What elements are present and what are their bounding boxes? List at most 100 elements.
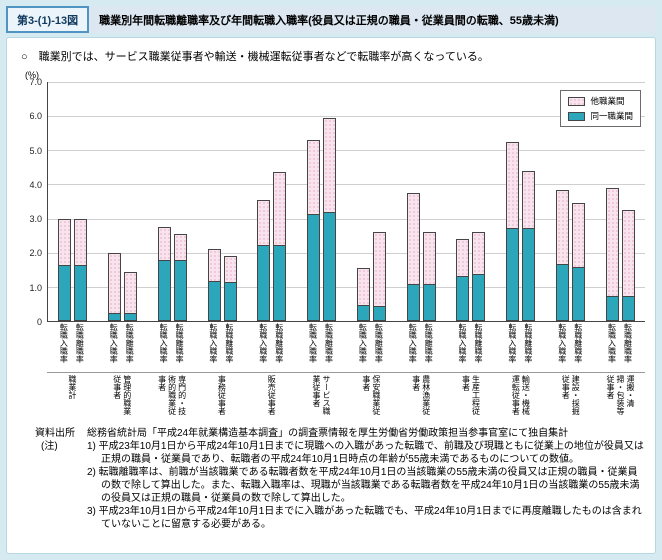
bar-axis-label: 転職入職率 — [159, 323, 169, 363]
bar-segment-other-occupation — [207, 249, 221, 282]
bar-group — [48, 82, 98, 321]
gridline — [48, 150, 645, 152]
stacked-bar — [456, 82, 470, 321]
y-tick-label: 1.0 — [29, 282, 42, 293]
legend-label: 他職業間 — [590, 96, 625, 106]
stacked-bar — [356, 82, 370, 321]
bar-axis-label: 転職入職率 — [109, 323, 119, 363]
stacked-bar — [372, 82, 386, 321]
y-tick-label: 0 — [36, 317, 42, 327]
category-label: 保安職業従事者 — [361, 375, 381, 415]
category-cell: 職業計 — [47, 375, 97, 422]
bar-segment-same-occupation — [74, 266, 88, 321]
category-cell: 建設・採掘従事者 — [545, 375, 595, 422]
plot-row: 7.0 6.0 5.0 4.0 3.0 2.0 1.0 0 他職業間 同一職業間 — [17, 77, 645, 327]
bar-segment-other-occupation — [555, 189, 569, 265]
legend-item: 他職業間 — [568, 95, 633, 107]
bar-axis-label: 転職離職率 — [274, 323, 284, 363]
bar-segment-same-occupation — [605, 297, 619, 321]
bar-group — [496, 82, 546, 321]
bar-segment-same-occupation — [456, 276, 470, 321]
bar-segment-other-occupation — [406, 192, 420, 286]
stacked-bar — [307, 82, 321, 321]
figure-header: 第3-(1)-13図 職業別年間転職離職率及び年間転職入職率(役員又は正規の職員… — [6, 6, 656, 33]
bar-axis-label: 転職離職率 — [125, 323, 135, 363]
bar-axis-label: 転職入職率 — [258, 323, 268, 363]
bar-segment-other-occupation — [506, 141, 520, 229]
bar-label-group: 転職入職率 転職離職率 — [545, 323, 595, 372]
bar-label-group: 転職入職率 転職離職率 — [196, 323, 246, 372]
bar-group — [446, 82, 496, 321]
chart-legend: 他職業間 同一職業間 — [560, 90, 641, 127]
bar-axis-label: 転職離職率 — [623, 323, 633, 363]
bar-axis-label: 転職入職率 — [208, 323, 218, 363]
note-label: (注) — [41, 441, 58, 452]
bar-label-group: 転職入職率 転職離職率 — [246, 323, 296, 372]
category-label: 専門的・技術的職業従事者 — [157, 375, 187, 415]
y-tick-label: 7.0 — [29, 77, 42, 87]
note-item: 3) 平成23年10月1日から平成24年10月1日までに入職があった転職でも、平… — [87, 506, 642, 530]
stacked-bar — [522, 82, 536, 321]
bar-segment-other-occupation — [74, 218, 88, 267]
bar-axis-label: 転職離職率 — [474, 323, 484, 363]
gridline — [48, 184, 645, 186]
bar-segment-other-occupation — [323, 117, 337, 214]
stacked-bar — [472, 82, 486, 321]
bar-label-group: 転職入職率 転職離職率 — [396, 323, 446, 372]
bar-segment-other-occupation — [307, 140, 321, 216]
y-tick-label: 3.0 — [29, 214, 42, 225]
bar-segment-other-occupation — [157, 227, 171, 262]
figure-number: 第3-(1)-13図 — [6, 6, 90, 33]
category-cell: 管理的職業従事者 — [97, 375, 147, 422]
category-cell: 生産工程従事者 — [446, 375, 496, 422]
bar-segment-same-occupation — [157, 261, 171, 321]
stacked-bar — [555, 82, 569, 321]
bar-segment-other-occupation — [621, 210, 635, 298]
bar-segment-other-occupation — [108, 252, 122, 315]
note-items: 1) 平成23年10月1日から平成24年10月1日までに現職への入職があった転職… — [87, 440, 645, 531]
bar-group — [396, 82, 446, 321]
bar-groups — [48, 82, 645, 321]
bar-segment-same-occupation — [472, 274, 486, 321]
legend-swatch-other — [568, 96, 586, 106]
category-cell: 運搬・清掃・包装等従事者 — [595, 375, 645, 422]
category-label: 運搬・清掃・包装等従事者 — [606, 375, 636, 415]
y-tick-label: 4.0 — [29, 179, 42, 190]
source-label: 資料出所 — [35, 428, 75, 439]
bar-axis-label: 転職入職率 — [557, 323, 567, 363]
bar-axis-label: 転職入職率 — [507, 323, 517, 363]
bar-group — [98, 82, 148, 321]
category-cell: 農林漁業従事者 — [396, 375, 446, 422]
bar-axis-label: 転職離職率 — [424, 323, 434, 363]
bar-segment-other-occupation — [257, 199, 271, 246]
bar-segment-same-occupation — [555, 264, 569, 321]
bar-segment-same-occupation — [58, 266, 72, 321]
stacked-bar — [207, 82, 221, 321]
bar-segment-other-occupation — [472, 232, 486, 275]
stacked-bar — [323, 82, 337, 321]
bar-segment-same-occupation — [522, 228, 536, 321]
category-label: 職業計 — [67, 375, 77, 399]
bar-segment-same-occupation — [323, 213, 337, 321]
bar-segment-same-occupation — [406, 285, 420, 321]
stacked-bar — [257, 82, 271, 321]
category-axis-labels: 職業計 管理的職業従事者 専門的・技術的職業従事者 事務従事者 販売従事者 サービス職業従… — [47, 372, 645, 422]
bar-axis-label: 転職入職率 — [607, 323, 617, 363]
bar-axis-label: 転職離職率 — [224, 323, 234, 363]
bar-axis-label: 転職離職率 — [175, 323, 185, 363]
stacked-bar — [108, 82, 122, 321]
bar-segment-same-occupation — [223, 283, 237, 321]
bar-segment-same-occupation — [506, 228, 520, 321]
category-cell: 販売従事者 — [246, 375, 296, 422]
bar-group — [148, 82, 198, 321]
y-axis-unit-label: (%) — [25, 70, 39, 80]
bar-group — [347, 82, 397, 321]
bar-segment-same-occupation — [257, 245, 271, 321]
stacked-bar — [621, 82, 635, 321]
bar-segment-same-occupation — [372, 307, 386, 321]
category-cell: 保安職業従事者 — [346, 375, 396, 422]
bar-axis-label: 転職離職率 — [324, 323, 334, 363]
bar-axis-label: 転職入職率 — [408, 323, 418, 363]
bar-segment-other-occupation — [58, 218, 72, 267]
y-axis: 7.0 6.0 5.0 4.0 3.0 2.0 1.0 0 — [17, 77, 47, 327]
